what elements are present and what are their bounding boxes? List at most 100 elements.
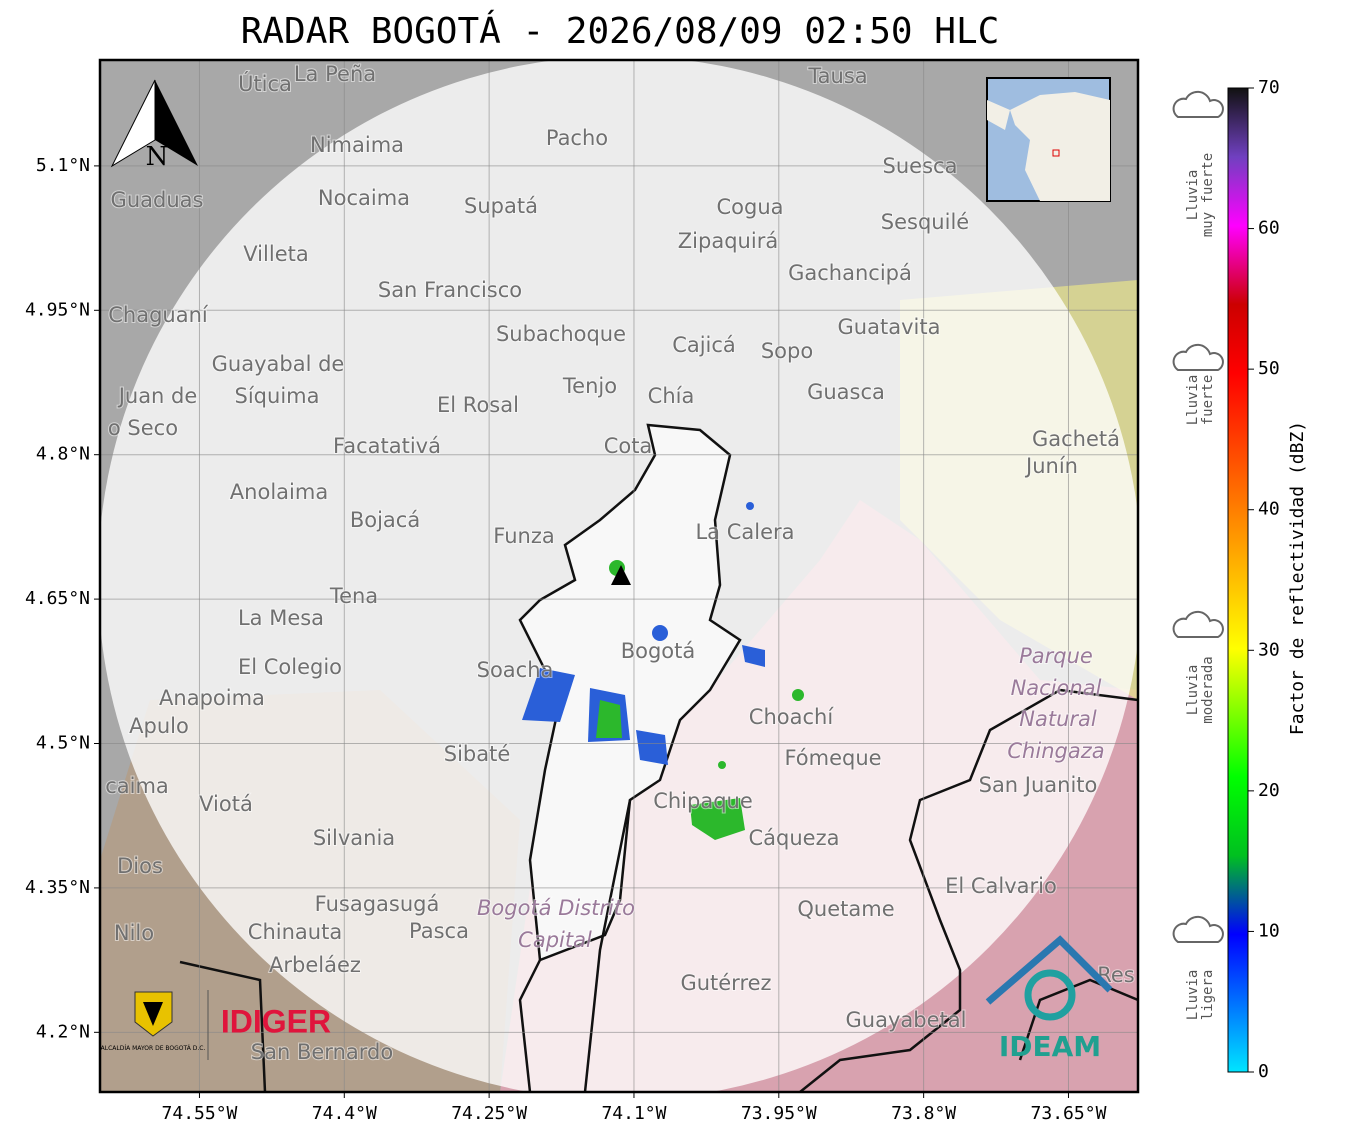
cloud-icon xyxy=(1172,915,1224,943)
place-label: Anapoima xyxy=(159,686,265,710)
place-label: Nocaima xyxy=(318,186,410,210)
place-label: Chingaza xyxy=(1007,739,1104,763)
place-label: Bogotá xyxy=(621,639,696,663)
place-label: Junín xyxy=(1024,454,1078,478)
place-label: Cota xyxy=(604,434,653,458)
title: RADAR BOGOTÁ - 2026/08/09 02:50 HLC xyxy=(241,10,1000,52)
place-label: Tena xyxy=(329,584,378,608)
place-label: Juan de xyxy=(117,384,198,408)
place-label: Suesca xyxy=(883,154,958,178)
place-label: o Seco xyxy=(108,416,178,440)
place-label: San Bernardo xyxy=(251,1040,393,1064)
place-label: Apulo xyxy=(129,714,189,738)
place-label: San Juanito xyxy=(979,773,1098,797)
place-label: Útica xyxy=(238,71,292,96)
place-label: Anolaima xyxy=(230,480,328,504)
alcaldia-logo: ALCALDÍA MAYOR DE BOGOTÁ D.C. xyxy=(101,990,209,1060)
map-frame xyxy=(98,58,1140,1094)
x-tick-label: 73.8°W xyxy=(891,1103,956,1124)
place-label: Dios xyxy=(117,854,163,878)
place-label: Gutérrez xyxy=(680,971,771,995)
rain-level-label: Lluvia xyxy=(1185,170,1201,221)
colorbar-tick-label: 10 xyxy=(1258,920,1280,941)
place-label: Nilo xyxy=(114,921,154,945)
place-label: San Francisco xyxy=(378,278,522,302)
rain-level-label: Lluvia xyxy=(1185,375,1201,426)
cloud-icon xyxy=(1172,90,1224,118)
place-label: Guaduas xyxy=(111,188,204,212)
colorbar-tick-label: 50 xyxy=(1258,358,1280,379)
place-label: Pacho xyxy=(546,126,608,150)
x-tick-label: 74.25°W xyxy=(451,1103,527,1124)
y-tick-label: 4.8°N xyxy=(36,444,90,465)
rain-level-label: moderada xyxy=(1200,656,1216,723)
place-label: Nacional xyxy=(1011,676,1102,700)
rain-level: Lluvia ligera xyxy=(1172,915,1224,1021)
place-label: Chinauta xyxy=(248,920,342,944)
place-label: Síquima xyxy=(235,384,320,408)
place-label: Guayabal de xyxy=(212,352,345,376)
place-label: Fómeque xyxy=(784,746,881,770)
x-tick-label: 74.1°W xyxy=(601,1103,666,1124)
place-label: Guasca xyxy=(807,380,885,404)
colorbar-tick-label: 60 xyxy=(1258,218,1280,239)
colorbar-tick-label: 30 xyxy=(1258,639,1280,660)
place-label: Chía xyxy=(648,384,695,408)
place-label: Viotá xyxy=(199,792,253,816)
ideam-logo: IDEAM xyxy=(985,935,1113,1063)
x-tick-label: 73.65°W xyxy=(1031,1103,1107,1124)
north-label: N xyxy=(146,142,169,172)
rain-level-label: ligera xyxy=(1200,970,1216,1021)
place-label: Natural xyxy=(1019,707,1097,731)
rain-level-label: Lluvia xyxy=(1185,665,1201,716)
north-arrow: N xyxy=(110,79,198,172)
place-label: Chipaque xyxy=(653,789,753,813)
inset-map xyxy=(986,77,1111,202)
place-label: Gachetá xyxy=(1032,427,1120,451)
place-label: El Calvario xyxy=(945,874,1057,898)
colorbar-label: Factor de reflectividad (dBZ) xyxy=(1287,421,1308,735)
colorbar-tick-label: 20 xyxy=(1258,780,1280,801)
cloud-icon xyxy=(1172,343,1224,371)
ideam-text: IDEAM xyxy=(999,1030,1101,1063)
cloud-icon xyxy=(1172,610,1224,638)
place-label: Funza xyxy=(493,524,554,548)
rain-level: Lluvia fuerte xyxy=(1172,343,1224,426)
place-label: caima xyxy=(105,774,169,798)
y-tick-label: 5.1°N xyxy=(36,155,90,176)
rain-level-label: Lluvia xyxy=(1185,970,1201,1021)
y-tick-label: 4.5°N xyxy=(36,733,90,754)
place-label: Sibaté xyxy=(444,742,511,766)
place-label: Soacha xyxy=(477,658,554,682)
place-label: Subachoque xyxy=(496,322,626,346)
colorbar-tick-label: 70 xyxy=(1258,77,1280,98)
rain-level: Lluvia moderada xyxy=(1172,610,1224,724)
place-label: Arbeláez xyxy=(269,953,361,977)
place-label: Chaguaní xyxy=(108,303,209,327)
y-tick-label: 4.95°N xyxy=(25,299,90,320)
place-label: Gachancipá xyxy=(788,261,912,285)
place-label: Zipaquirá xyxy=(678,229,778,253)
x-tick-label: 74.55°W xyxy=(162,1103,238,1124)
place-label: Fusagasugá xyxy=(315,892,440,916)
x-tick-label: 74.4°W xyxy=(312,1103,377,1124)
place-label: El Colegio xyxy=(238,655,342,679)
colorbar xyxy=(1227,87,1249,1073)
place-label: Cajicá xyxy=(672,333,736,357)
place-label: Silvania xyxy=(313,826,395,850)
rain-level-label: muy fuerte xyxy=(1200,153,1216,237)
place-label: La Mesa xyxy=(238,606,324,630)
place-label: Bogotá Distrito xyxy=(477,896,635,920)
place-label: Tausa xyxy=(807,64,867,88)
place-label: Facatativá xyxy=(333,434,441,458)
place-label: Capital xyxy=(518,928,592,952)
place-label: Supatá xyxy=(464,194,538,218)
place-label: La Peña xyxy=(294,62,376,86)
place-label: Villeta xyxy=(243,242,308,266)
idiger-logo: IDIGER xyxy=(221,1003,331,1039)
y-tick-label: 4.35°N xyxy=(25,877,90,898)
place-label: Cáqueza xyxy=(749,826,840,850)
place-label: Guatavita xyxy=(838,315,941,339)
map xyxy=(100,60,1138,1092)
x-tick-label: 73.95°W xyxy=(741,1103,817,1124)
